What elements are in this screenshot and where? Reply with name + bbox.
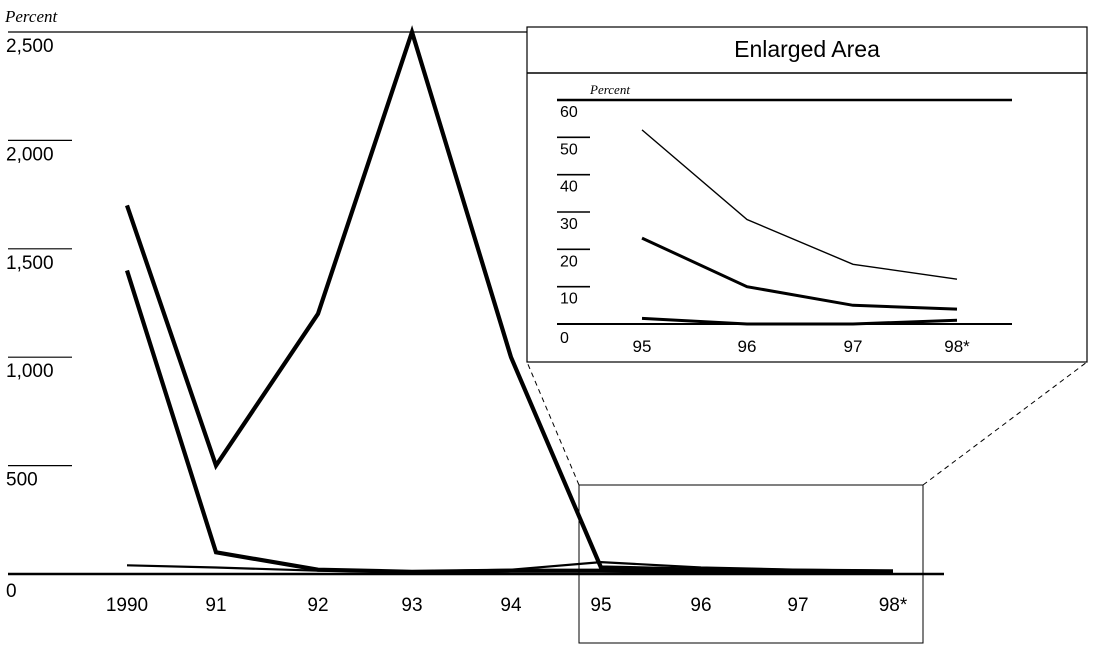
main-x-tick-label: 94	[500, 595, 522, 616]
inset-x-tick-label: 97	[844, 337, 863, 356]
main-x-tick-labels: 1990 91 92 93 94 95 96 97 98*	[106, 595, 908, 616]
inset-y-tick-label: 10	[560, 291, 578, 308]
main-x-tick-label: 91	[205, 595, 226, 616]
inset-series	[641, 129, 958, 326]
zoom-connector-left	[526, 361, 580, 486]
main-y-tick-labels: 0 500 1,000 1,500 2,000 2,500	[6, 36, 54, 602]
main-x-tick-label: 97	[787, 595, 808, 616]
inset-y-tick-label: 20	[560, 253, 578, 270]
inset-frame	[526, 26, 1088, 363]
inset-chart: Enlarged Area Percent 0 10 20 30 40 50 60 95 96…	[526, 26, 1088, 363]
inset-gridlines	[557, 136, 590, 288]
main-y-tick-label: 500	[6, 470, 38, 491]
main-x-tick-label: 1990	[106, 595, 148, 616]
inset-x-tick-label: 98*	[944, 337, 970, 356]
inset-y-tick-label: 60	[560, 104, 578, 121]
zoom-rectangle	[578, 484, 924, 644]
inset-x-tick-labels: 95 96 97 98*	[633, 337, 971, 356]
inset-series-line	[641, 236, 958, 311]
main-series-line	[125, 25, 894, 574]
main-y-tick-label: 1,000	[6, 361, 54, 382]
inset-x-tick-label: 95	[633, 337, 652, 356]
main-y-tick-label: 0	[6, 581, 17, 602]
inset-y-tick-label: 0	[560, 330, 569, 347]
main-y-tick-label: 2,000	[6, 144, 54, 165]
main-series	[124, 25, 894, 576]
main-y-tick-label: 2,500	[6, 36, 54, 57]
inset-title: Enlarged Area	[734, 36, 880, 62]
main-gridlines	[8, 31, 527, 467]
inset-ylabel: Percent	[589, 82, 630, 97]
inset-y-tick-label: 30	[560, 216, 578, 233]
inset-y-tick-label: 50	[560, 141, 578, 158]
main-x-tick-label: 95	[590, 595, 611, 616]
main-x-tick-label: 98*	[879, 595, 908, 616]
main-series-line	[126, 560, 894, 573]
main-x-tick-label: 93	[401, 595, 422, 616]
main-ylabel: Percent	[4, 7, 59, 26]
inset-series-line	[641, 316, 958, 326]
main-x-tick-label: 96	[690, 595, 711, 616]
inset-x-tick-label: 96	[738, 337, 757, 356]
inset-y-tick-labels: 0 10 20 30 40 50 60	[560, 104, 578, 347]
inset-y-tick-label: 40	[560, 179, 578, 196]
main-x-tick-label: 92	[307, 595, 328, 616]
inset-series-line	[641, 129, 958, 280]
zoom-connector-right	[922, 361, 1088, 486]
main-y-tick-label: 1,500	[6, 253, 54, 274]
